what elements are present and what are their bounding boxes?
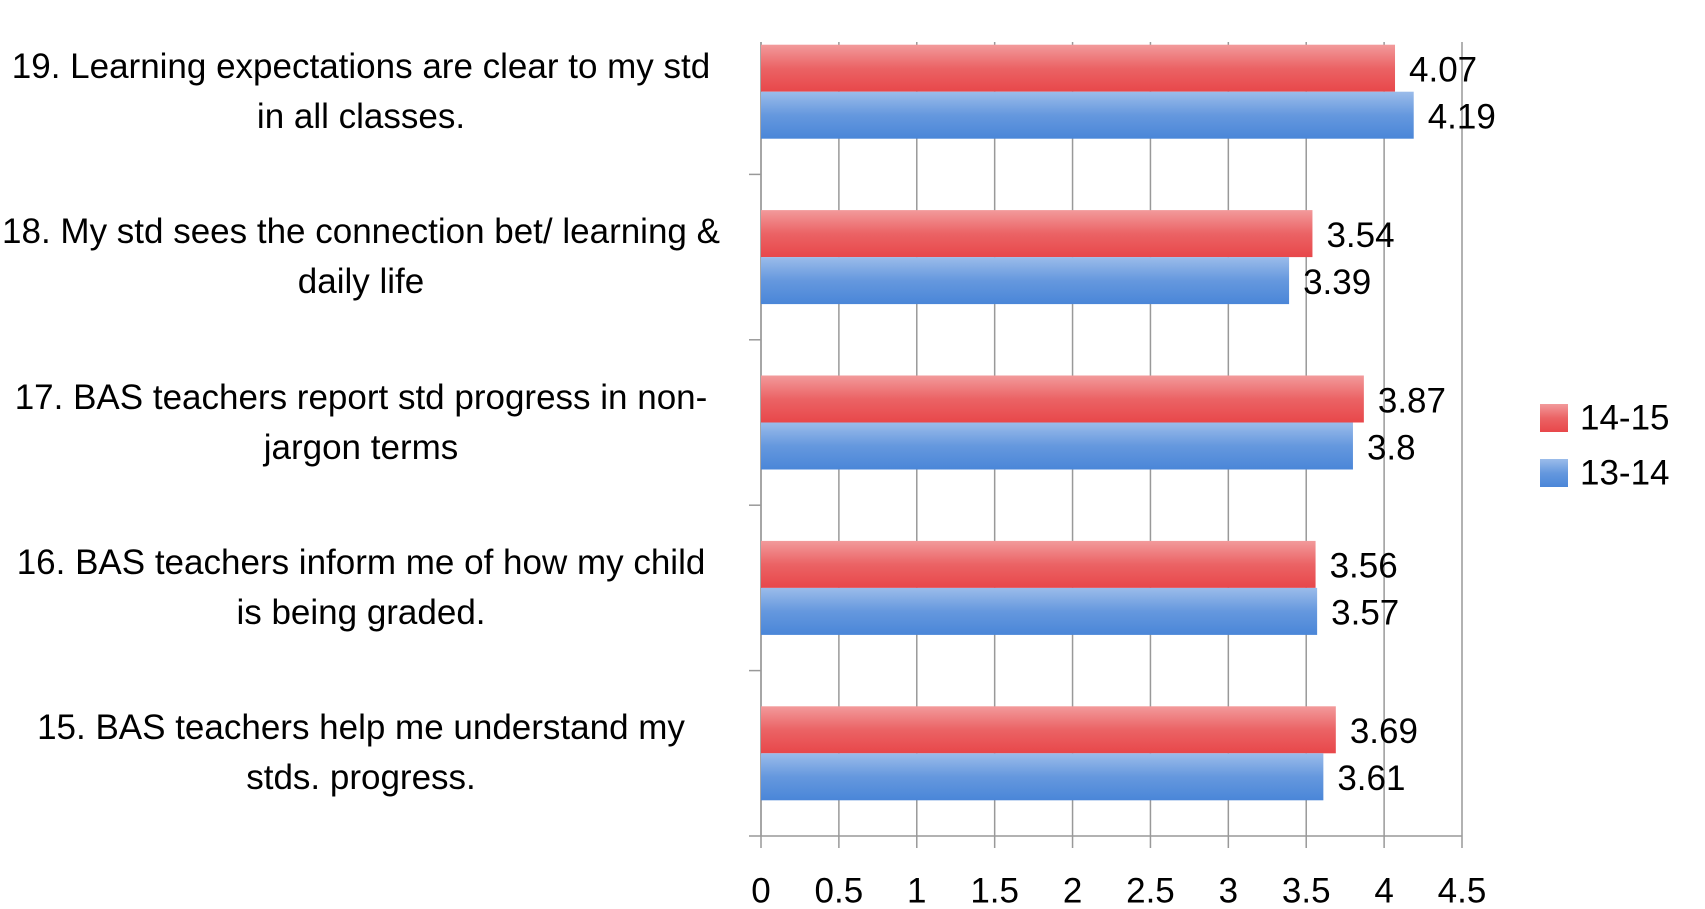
value-label: 3.87 <box>1378 381 1446 420</box>
bar <box>761 540 1316 588</box>
x-tick-label: 0 <box>751 871 770 909</box>
legend-label: 14-15 <box>1580 398 1670 437</box>
x-tick-label: 0.5 <box>815 871 864 909</box>
bar <box>761 44 1396 92</box>
bar <box>761 422 1353 470</box>
x-tick-label: 4.5 <box>1438 871 1487 909</box>
x-tick-label: 1 <box>907 871 926 909</box>
legend-swatch <box>1540 404 1568 432</box>
value-label: 3.69 <box>1350 712 1418 751</box>
x-tick-label: 3 <box>1219 871 1238 909</box>
bar <box>761 210 1313 258</box>
x-tick-label: 3.5 <box>1282 871 1331 909</box>
value-label: 3.39 <box>1303 263 1371 302</box>
y-tick-label: 17. BAS teachers report std progress in … <box>14 377 708 467</box>
bar <box>761 91 1414 139</box>
value-label: 3.57 <box>1331 594 1399 633</box>
y-tick-label: 19. Learning expectations are clear to m… <box>11 46 711 136</box>
y-tick-label: 18. My std sees the connection bet/ lear… <box>2 212 720 302</box>
x-tick-label: 1.5 <box>970 871 1019 909</box>
y-tick-label: 16. BAS teachers inform me of how my chi… <box>16 542 706 632</box>
value-label: 3.56 <box>1330 547 1398 586</box>
bar <box>761 257 1290 305</box>
value-label: 4.07 <box>1409 50 1477 89</box>
value-label: 4.19 <box>1428 97 1496 136</box>
x-tick-label: 4 <box>1374 871 1393 909</box>
bar <box>761 587 1318 635</box>
value-label: 3.8 <box>1367 428 1416 467</box>
legend-label: 13-14 <box>1580 453 1670 492</box>
bar <box>761 706 1336 754</box>
value-label: 3.54 <box>1326 216 1394 255</box>
x-tick-label: 2.5 <box>1126 871 1175 909</box>
x-tick-label: 2 <box>1063 871 1082 909</box>
legend-swatch <box>1540 459 1568 487</box>
y-tick-label: 15. BAS teachers help me understand my s… <box>37 708 685 798</box>
value-label: 3.61 <box>1337 759 1405 798</box>
bar <box>761 375 1364 423</box>
bar <box>761 753 1324 801</box>
